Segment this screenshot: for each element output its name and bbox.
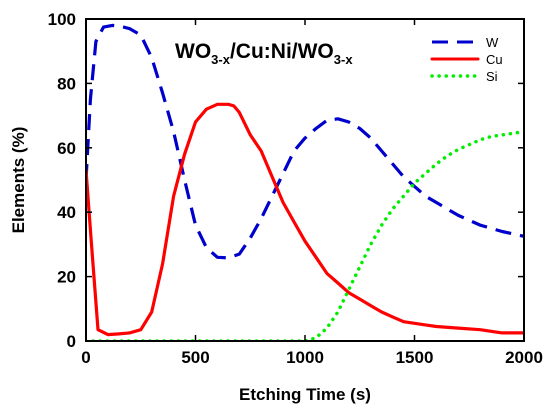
series-line-w <box>86 23 524 260</box>
series-line-cu <box>86 102 524 337</box>
annotation-text: WO <box>175 40 211 63</box>
legend-label-cu: Cu <box>486 52 503 67</box>
y-tick-label: 20 <box>57 268 76 287</box>
y-tick-label: 80 <box>57 74 76 93</box>
x-tick-label: 2000 <box>505 348 543 367</box>
series-layer <box>86 23 524 341</box>
annotation-text: /Cu:Ni/WO <box>230 40 334 63</box>
tick-layer: 0 500 1000 1500 2000 0 20 40 60 80 100 <box>48 10 543 367</box>
plot-frame <box>85 18 525 342</box>
y-tick-label: 100 <box>48 10 76 29</box>
legend-label-si: Si <box>486 69 498 84</box>
x-axis-title: Etching Time (s) <box>239 385 371 404</box>
x-tick-label: 1500 <box>396 348 434 367</box>
annotation-subscript: 3-x <box>211 52 231 67</box>
annotation-subscript: 3-x <box>334 52 354 67</box>
x-tick-label: 500 <box>181 348 209 367</box>
chart-annotation-label: WO3-x/Cu:Ni/WO3-x <box>175 40 353 67</box>
x-tick-label: 1000 <box>286 348 324 367</box>
y-axis-title: Elements (%) <box>9 127 28 234</box>
legend-label-w: W <box>486 35 499 50</box>
legend: W Cu Si <box>430 35 503 84</box>
y-tick-label: 40 <box>57 203 76 222</box>
x-tick-label: 0 <box>81 348 90 367</box>
y-tick-label: 60 <box>57 139 76 158</box>
y-tick-label: 0 <box>67 332 76 351</box>
